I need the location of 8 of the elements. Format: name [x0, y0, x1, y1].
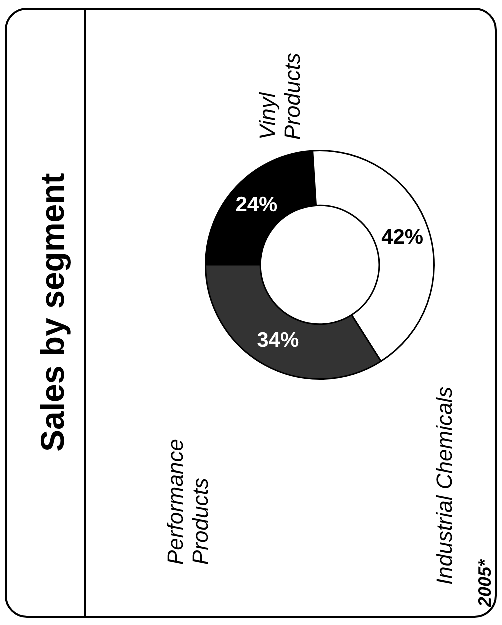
slice-label: Industrial Chemicals	[432, 386, 457, 585]
data-label: 42%	[382, 226, 424, 249]
slice-label: Performance Products	[163, 438, 213, 565]
slice-label: Vinyl Products	[255, 52, 305, 140]
text: 2005*	[474, 560, 496, 608]
data-label: 24%	[236, 193, 278, 216]
text: Sales by segment	[33, 172, 72, 454]
data-label: 34%	[257, 328, 300, 352]
